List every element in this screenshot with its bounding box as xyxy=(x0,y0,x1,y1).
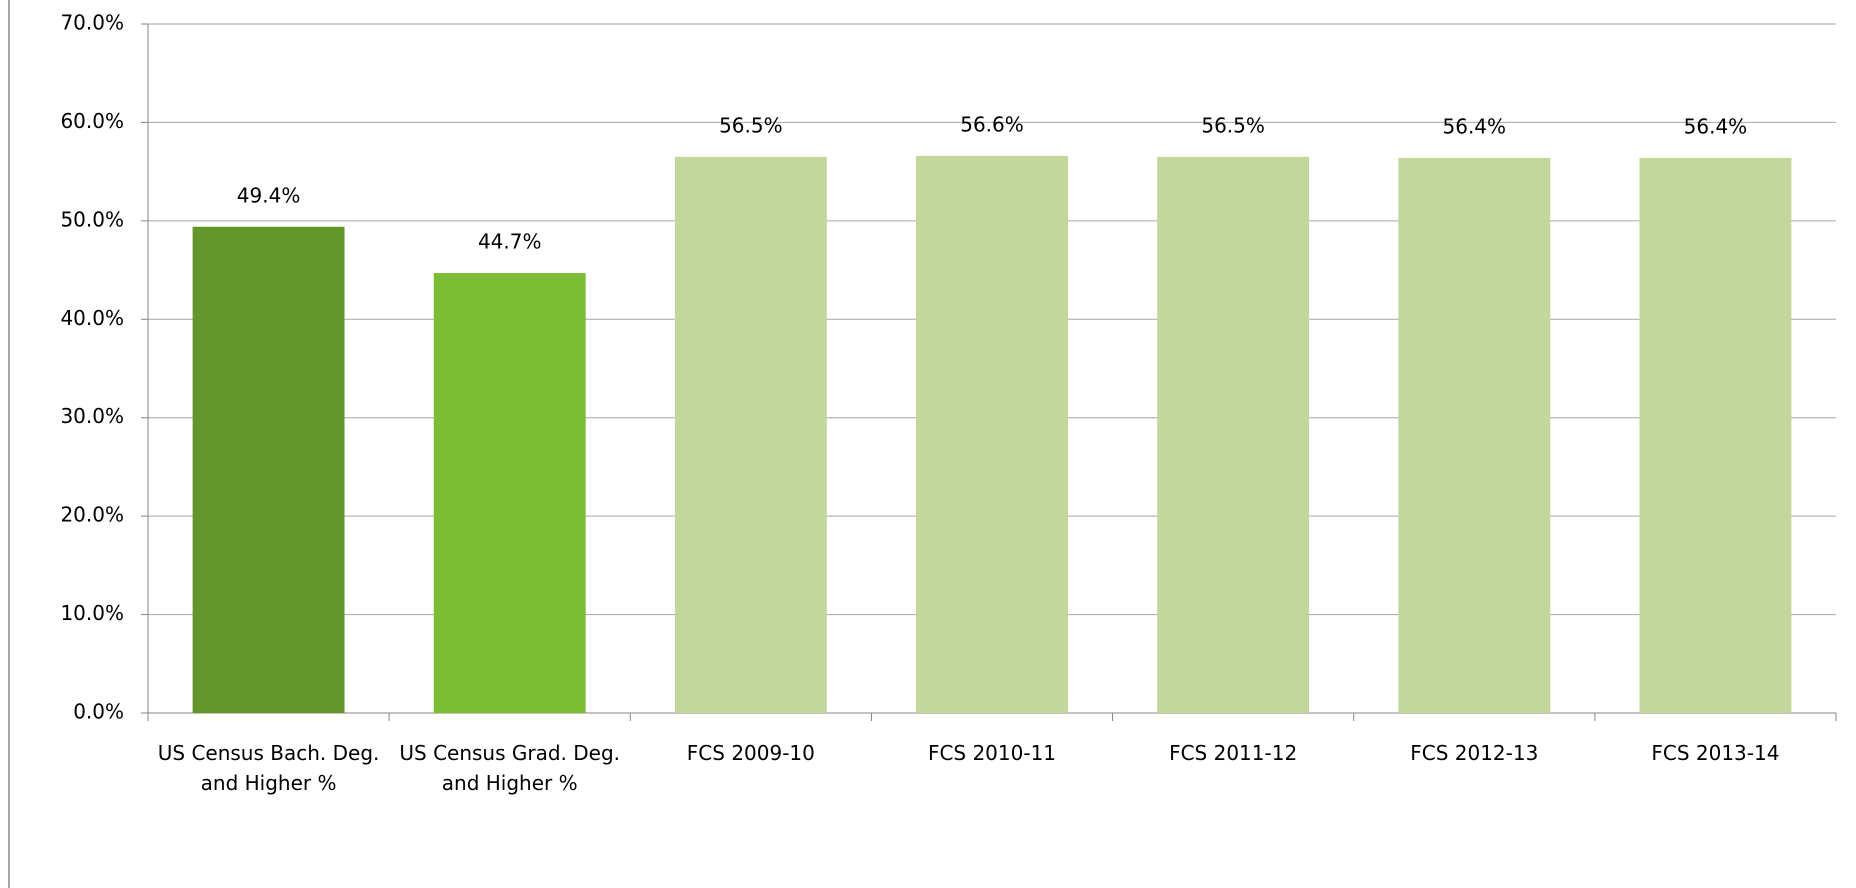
data-label: 56.4% xyxy=(1684,114,1748,138)
x-tick-label: FCS 2010-11 xyxy=(927,741,1057,765)
bar xyxy=(1639,157,1792,713)
data-label: 49.4% xyxy=(237,183,301,207)
bar xyxy=(1157,156,1310,714)
x-tick-label: FCS 2013-14 xyxy=(1651,741,1780,765)
data-label: 56.6% xyxy=(960,112,1024,136)
x-tick-label: US Census Grad. Deg. and Higher % xyxy=(399,741,621,795)
data-label: 56.5% xyxy=(719,113,783,137)
x-tick-label: FCS 2011-12 xyxy=(1169,741,1298,765)
y-tick-label: 40.0% xyxy=(60,306,124,330)
data-label: 56.5% xyxy=(1201,113,1265,137)
y-tick-label: 70.0% xyxy=(60,11,124,35)
bar xyxy=(192,226,345,713)
bar xyxy=(916,155,1068,713)
x-tick-label: FCS 2009-10 xyxy=(686,741,815,765)
y-tick-label: 30.0% xyxy=(60,404,124,428)
x-tick-label: FCS 2012-13 xyxy=(1410,741,1539,765)
data-label: 44.7% xyxy=(478,230,542,254)
bar xyxy=(674,156,827,714)
y-tick-label: 60.0% xyxy=(60,109,124,133)
bar xyxy=(1398,157,1551,713)
y-tick-label: 50.0% xyxy=(60,207,124,231)
y-tick-label: 20.0% xyxy=(60,503,124,527)
y-tick-label: 0.0% xyxy=(73,700,124,724)
y-tick-label: 10.0% xyxy=(60,601,124,625)
data-label: 56.4% xyxy=(1443,114,1507,138)
bar xyxy=(433,273,586,713)
x-tick-label: US Census Bach. Deg. and Higher % xyxy=(157,741,380,795)
